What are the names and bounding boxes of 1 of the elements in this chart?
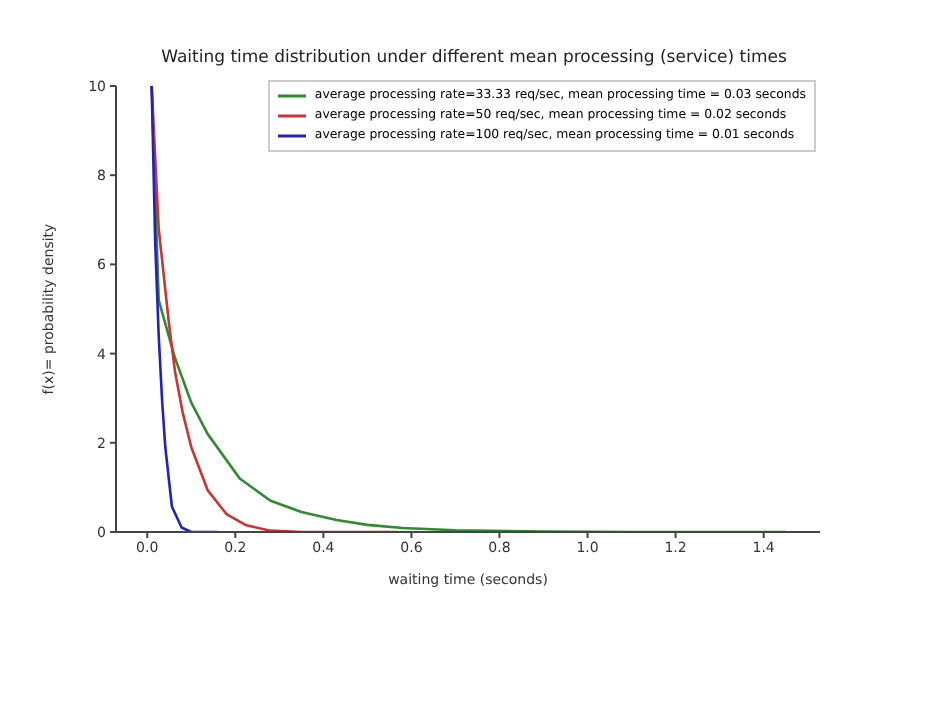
chart-title: Waiting time distribution under different mean processing (service) times	[159, 48, 789, 68]
